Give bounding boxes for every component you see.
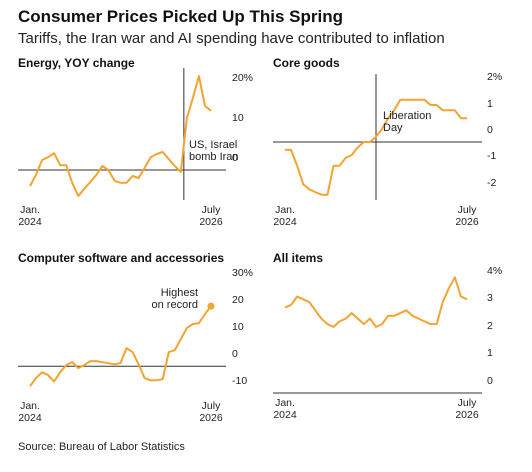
x-tick-label: Jan. 2024 — [18, 204, 42, 228]
x-tick-label: July 2026 — [199, 400, 223, 424]
x-tick-label: July 2026 — [199, 204, 223, 228]
x-tick-label: Jan. 2024 — [273, 204, 297, 228]
x-tick-label: Jan. 2024 — [273, 397, 297, 421]
y-tick-label: 2 — [487, 320, 493, 333]
y-tick-label: 3 — [487, 292, 493, 305]
x-tick-label: July 2026 — [455, 397, 479, 421]
y-tick-label: 1 — [487, 347, 493, 360]
annotation: Liberation Day — [383, 110, 432, 135]
y-tick-label: -2 — [487, 176, 497, 189]
y-tick-label: 0 — [232, 152, 238, 165]
line — [29, 75, 212, 197]
y-tick-label: 0 — [232, 348, 238, 361]
line — [29, 305, 212, 387]
y-tick-label: 0 — [487, 124, 493, 137]
source: Source: Bureau of Labor Statistics — [18, 441, 185, 453]
panel-title: Core goods — [273, 56, 340, 70]
title: Consumer Prices Picked Up This Spring — [18, 7, 343, 26]
subtitle: Tariffs, the Iran war and AI spending ha… — [18, 30, 445, 47]
y-tick-label: 2% — [487, 71, 503, 84]
y-tick-label: 20 — [232, 294, 244, 307]
line — [285, 98, 467, 196]
y-tick-label: -1 — [487, 150, 497, 163]
x-tick-label: Jan. 2024 — [18, 400, 42, 424]
y-tick-label: 10 — [232, 321, 244, 334]
annotation: Highest on record — [151, 287, 198, 312]
highlight-dot — [207, 302, 215, 310]
panel-title: Computer software and accessories — [18, 251, 225, 265]
panel-title: Energy, YOY change — [18, 56, 135, 70]
y-tick-label: 20% — [232, 72, 254, 85]
y-tick-label: -10 — [232, 375, 248, 388]
y-tick-label: 10 — [232, 112, 244, 125]
y-tick-label: 4% — [487, 264, 503, 277]
line — [284, 276, 468, 328]
y-tick-label: 30% — [232, 267, 254, 280]
y-tick-label: 0 — [487, 375, 493, 388]
annotation: US, Israel bomb Iran — [189, 139, 239, 164]
y-tick-label: 1 — [487, 97, 493, 110]
x-tick-label: July 2026 — [455, 204, 479, 228]
panel-title: All items — [273, 251, 324, 265]
